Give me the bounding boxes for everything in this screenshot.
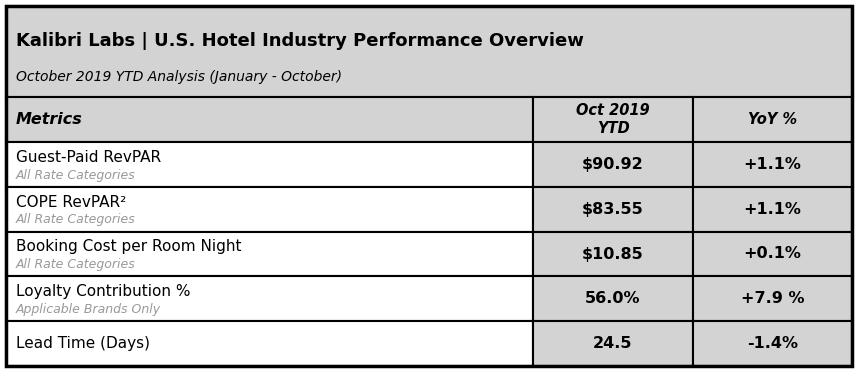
Bar [533, 187, 693, 232]
Bar [533, 97, 693, 142]
Text: Kalibri Labs | U.S. Hotel Industry Performance Overview: Kalibri Labs | U.S. Hotel Industry Perfo… [16, 32, 584, 49]
Text: Lead Time (Days): Lead Time (Days) [16, 336, 150, 351]
Bar [6, 187, 533, 232]
Bar [533, 321, 693, 366]
Text: 24.5: 24.5 [593, 336, 632, 351]
Text: October 2019 YTD Analysis (January - October): October 2019 YTD Analysis (January - Oct… [16, 70, 342, 84]
Bar [6, 321, 533, 366]
Text: +0.1%: +0.1% [744, 247, 801, 262]
Bar [533, 142, 693, 187]
Text: 56.0%: 56.0% [585, 291, 641, 306]
Bar [6, 6, 852, 97]
Text: +1.1%: +1.1% [744, 157, 801, 172]
Text: $90.92: $90.92 [582, 157, 644, 172]
Text: Oct 2019
YTD: Oct 2019 YTD [577, 103, 650, 136]
Text: COPE RevPAR²: COPE RevPAR² [16, 195, 126, 209]
Text: Loyalty Contribution %: Loyalty Contribution % [16, 284, 190, 299]
Text: -1.4%: -1.4% [747, 336, 798, 351]
Text: +7.9 %: +7.9 % [740, 291, 804, 306]
Bar [693, 187, 852, 232]
Bar [693, 142, 852, 187]
Text: All Rate Categories: All Rate Categories [16, 169, 136, 182]
Text: All Rate Categories: All Rate Categories [16, 214, 136, 227]
Bar [693, 276, 852, 321]
Bar [693, 97, 852, 142]
Bar [693, 321, 852, 366]
Bar [6, 232, 533, 276]
Text: +1.1%: +1.1% [744, 202, 801, 217]
Text: Metrics: Metrics [16, 112, 82, 127]
Text: YoY %: YoY % [748, 112, 797, 127]
Text: All Rate Categories: All Rate Categories [16, 258, 136, 271]
Text: $10.85: $10.85 [582, 247, 644, 262]
Text: Guest-Paid RevPAR: Guest-Paid RevPAR [16, 150, 161, 165]
Text: $83.55: $83.55 [582, 202, 644, 217]
Bar [6, 97, 533, 142]
Bar [693, 232, 852, 276]
Bar [6, 276, 533, 321]
Bar [533, 232, 693, 276]
Bar [6, 142, 533, 187]
Text: Booking Cost per Room Night: Booking Cost per Room Night [16, 239, 241, 254]
Bar [533, 276, 693, 321]
Text: Applicable Brands Only: Applicable Brands Only [16, 303, 161, 316]
